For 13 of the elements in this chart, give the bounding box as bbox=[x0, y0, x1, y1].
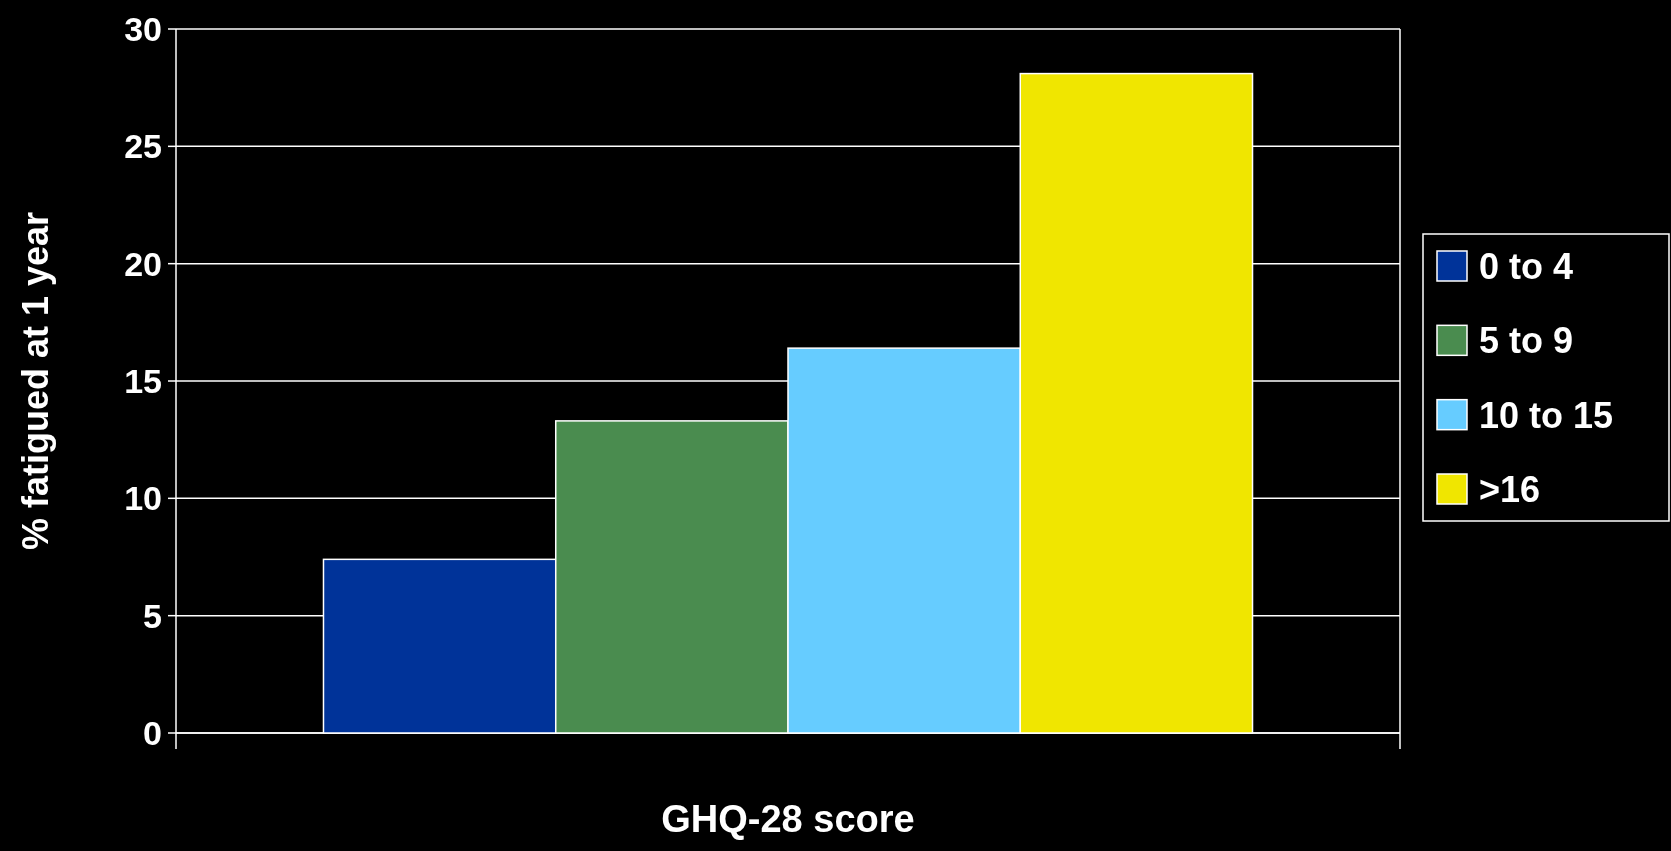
y-tick-label: 5 bbox=[143, 596, 162, 635]
legend-label: 10 to 15 bbox=[1479, 394, 1614, 436]
y-tick-label: 20 bbox=[124, 244, 162, 283]
x-axis-title: GHQ-28 score bbox=[661, 798, 915, 840]
legend-label: 0 to 4 bbox=[1479, 245, 1574, 287]
y-tick-label: 10 bbox=[124, 479, 162, 518]
y-axis-title: % fatigued at 1 year bbox=[15, 211, 56, 551]
y-tick-label: 15 bbox=[124, 361, 162, 400]
legend-label: >16 bbox=[1479, 468, 1541, 510]
y-tick-label: 0 bbox=[143, 713, 162, 752]
y-tick-label: 25 bbox=[124, 127, 162, 166]
y-tick-label: 30 bbox=[124, 9, 162, 48]
legend-label: 5 to 9 bbox=[1479, 320, 1574, 362]
